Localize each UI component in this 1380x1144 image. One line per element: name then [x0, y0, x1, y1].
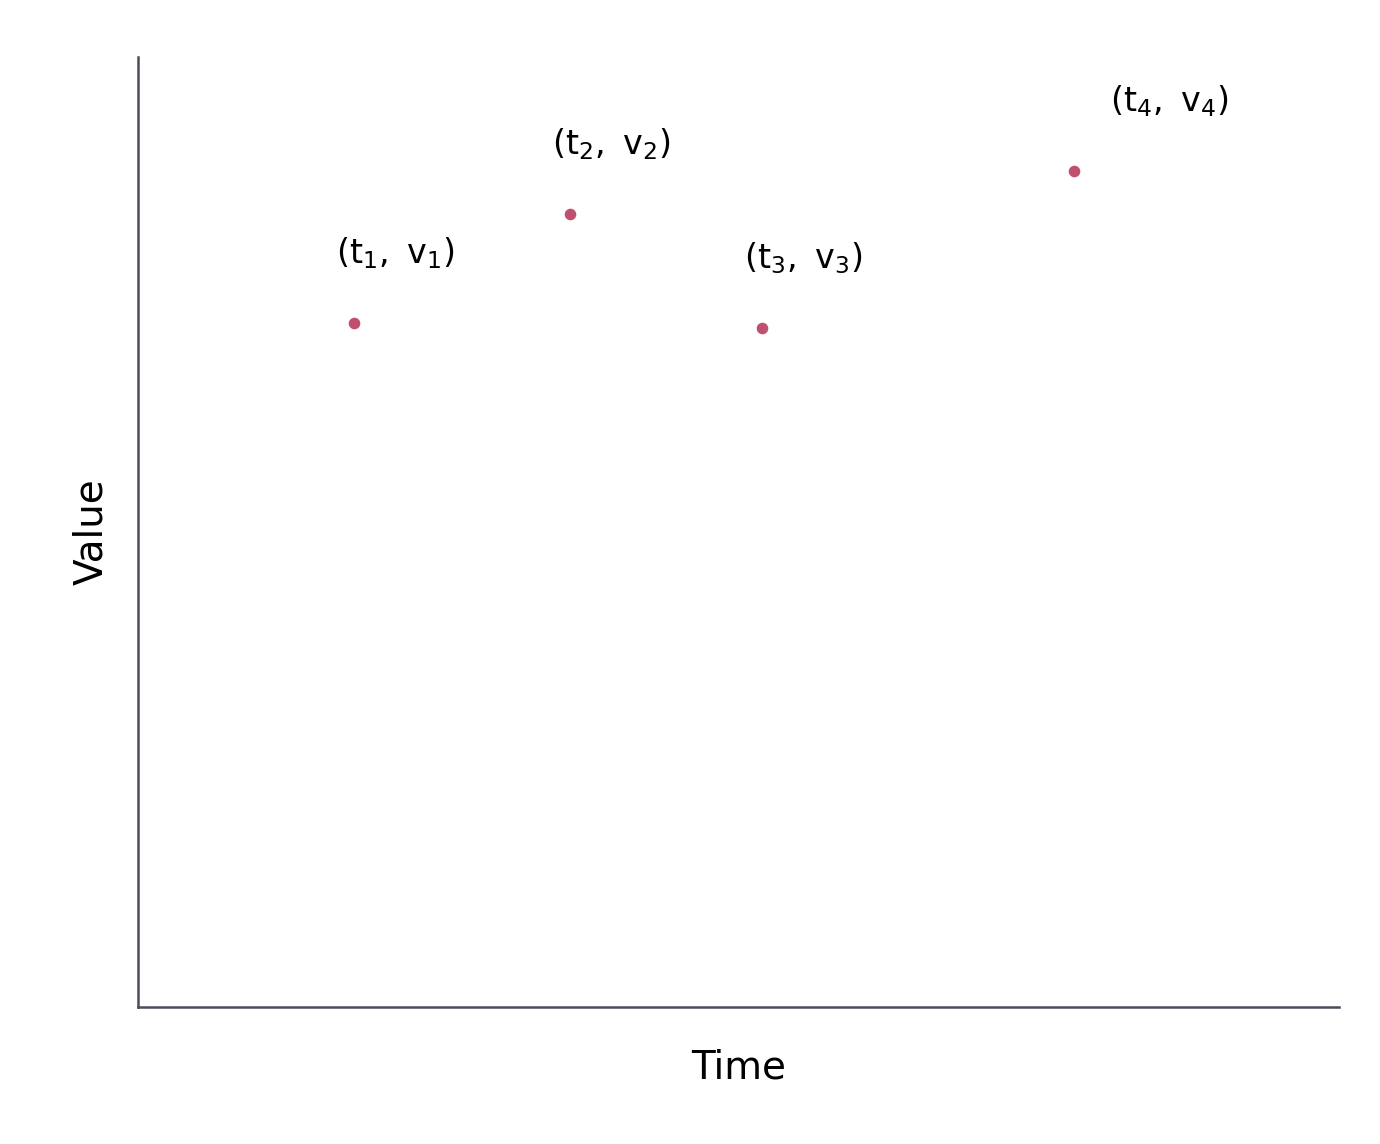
Text: $\mathrm{(t_{2},\ v_{2})}$: $\mathrm{(t_{2},\ v_{2})}$ — [552, 126, 671, 161]
Point — [344, 313, 366, 332]
Text: $\mathrm{(t_{4},\ v_{4})}$: $\mathrm{(t_{4},\ v_{4})}$ — [1111, 84, 1228, 119]
Y-axis label: Value: Value — [72, 478, 110, 586]
Text: $\mathrm{(t_{1},\ v_{1})}$: $\mathrm{(t_{1},\ v_{1})}$ — [337, 236, 454, 271]
Point — [1064, 162, 1086, 181]
X-axis label: Time: Time — [691, 1048, 785, 1087]
Text: $\mathrm{(t_{3},\ v_{3})}$: $\mathrm{(t_{3},\ v_{3})}$ — [744, 240, 862, 276]
Point — [751, 319, 773, 337]
Point — [559, 205, 581, 223]
